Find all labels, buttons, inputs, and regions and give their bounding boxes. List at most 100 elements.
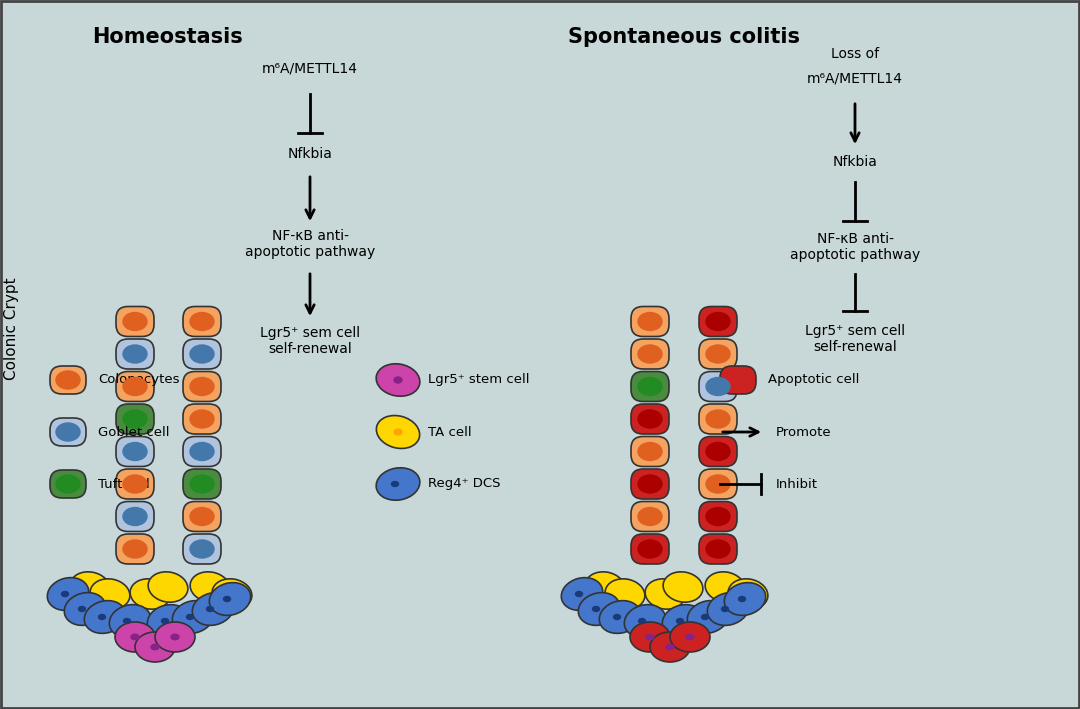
FancyBboxPatch shape [699,469,737,499]
FancyBboxPatch shape [116,339,154,369]
Ellipse shape [123,377,147,396]
Text: Reg4⁺ DCS: Reg4⁺ DCS [428,477,500,491]
Ellipse shape [638,475,662,493]
FancyBboxPatch shape [699,437,737,467]
Ellipse shape [706,540,730,558]
Ellipse shape [662,605,704,637]
FancyBboxPatch shape [631,437,669,467]
Ellipse shape [666,644,674,649]
FancyBboxPatch shape [183,469,221,499]
Ellipse shape [190,572,230,602]
FancyBboxPatch shape [183,306,221,337]
Ellipse shape [56,371,80,389]
Ellipse shape [706,313,730,330]
Ellipse shape [638,377,662,396]
Ellipse shape [663,572,703,602]
Text: Nfkbia: Nfkbia [833,155,877,169]
Ellipse shape [739,596,745,601]
Ellipse shape [646,635,654,640]
FancyBboxPatch shape [116,306,154,337]
Ellipse shape [638,442,662,461]
Ellipse shape [162,618,168,623]
FancyBboxPatch shape [699,339,737,369]
Ellipse shape [725,583,766,615]
Ellipse shape [190,508,214,525]
Ellipse shape [56,423,80,441]
Ellipse shape [562,578,603,610]
Ellipse shape [123,508,147,525]
Ellipse shape [676,618,684,623]
Ellipse shape [706,345,730,363]
Ellipse shape [190,410,214,428]
Ellipse shape [123,313,147,330]
Ellipse shape [123,540,147,558]
Text: Colonocytes: Colonocytes [98,374,179,386]
Ellipse shape [192,593,233,625]
FancyBboxPatch shape [183,534,221,564]
Ellipse shape [578,593,620,625]
Ellipse shape [123,410,147,428]
Ellipse shape [212,579,252,609]
Ellipse shape [638,508,662,525]
Text: TA cell: TA cell [428,425,472,438]
Ellipse shape [123,442,147,461]
Ellipse shape [670,622,710,652]
FancyBboxPatch shape [720,366,756,394]
Ellipse shape [190,475,214,493]
Ellipse shape [187,615,193,620]
FancyBboxPatch shape [183,501,221,532]
FancyBboxPatch shape [631,534,669,564]
Ellipse shape [148,572,188,602]
Ellipse shape [686,635,694,640]
Ellipse shape [123,618,131,623]
Ellipse shape [376,468,420,501]
Ellipse shape [98,615,106,620]
Ellipse shape [707,593,748,625]
Text: Goblet cell: Goblet cell [98,425,170,438]
Ellipse shape [206,606,214,611]
Ellipse shape [394,429,402,435]
FancyBboxPatch shape [631,306,669,337]
Ellipse shape [190,377,214,396]
Ellipse shape [130,579,170,609]
Text: Tuft cell: Tuft cell [98,477,150,491]
Ellipse shape [109,605,151,637]
FancyBboxPatch shape [183,372,221,401]
Ellipse shape [190,313,214,330]
Ellipse shape [123,475,147,493]
Ellipse shape [376,415,420,449]
Ellipse shape [123,345,147,363]
FancyBboxPatch shape [183,339,221,369]
Text: Inhibit: Inhibit [777,477,818,491]
Ellipse shape [173,601,214,633]
Ellipse shape [650,632,690,662]
FancyBboxPatch shape [631,372,669,401]
FancyBboxPatch shape [699,372,737,401]
FancyBboxPatch shape [699,534,737,564]
Ellipse shape [624,605,665,637]
Ellipse shape [114,622,156,652]
FancyBboxPatch shape [631,469,669,499]
Text: Apoptotic cell: Apoptotic cell [768,374,860,386]
FancyBboxPatch shape [116,534,154,564]
Ellipse shape [131,635,139,640]
Ellipse shape [394,377,402,383]
Ellipse shape [90,579,130,609]
Ellipse shape [376,364,420,396]
FancyBboxPatch shape [699,306,737,337]
Ellipse shape [706,410,730,428]
Ellipse shape [721,606,729,611]
FancyBboxPatch shape [116,404,154,434]
Ellipse shape [576,591,582,596]
Ellipse shape [190,345,214,363]
Ellipse shape [65,593,106,625]
Text: Homeostasis: Homeostasis [93,27,243,47]
Text: Loss of: Loss of [831,47,879,61]
FancyBboxPatch shape [50,418,86,446]
FancyBboxPatch shape [183,404,221,434]
Ellipse shape [62,591,68,596]
Text: Promote: Promote [777,425,832,438]
Ellipse shape [156,622,195,652]
Text: Colonic Crypt: Colonic Crypt [4,278,19,380]
Ellipse shape [687,601,729,633]
